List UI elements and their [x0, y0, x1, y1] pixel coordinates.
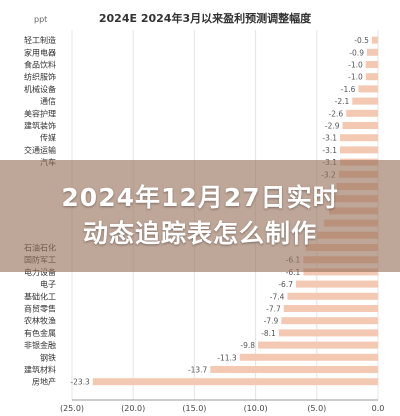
category-label: 轻工制造 [24, 35, 56, 45]
x-tick-label: (15.0) [182, 404, 206, 413]
category-label: 有色金属 [24, 328, 56, 338]
data-label: -7.9 [264, 317, 279, 326]
data-label: -2.1 [335, 97, 350, 106]
category-label: 电子 [40, 279, 56, 289]
data-label: -3.1 [322, 134, 337, 143]
bar [340, 134, 378, 142]
category-label: 交通运输 [24, 145, 56, 155]
overlay-line-2: 动态追踪表怎么制作 [82, 219, 317, 248]
bar [239, 353, 378, 361]
data-label: -11.3 [217, 353, 237, 362]
bar [287, 292, 378, 300]
data-label: -2.9 [325, 122, 340, 131]
bar [352, 97, 378, 105]
data-label: -6.1 [286, 268, 301, 277]
category-label: 传媒 [40, 133, 56, 143]
bar [365, 73, 378, 81]
overlay-line-1: 2024年12月27日实时 [61, 183, 339, 212]
category-label: 钢铁 [40, 352, 56, 362]
bar [371, 36, 378, 44]
data-label: -2.6 [329, 109, 344, 118]
y-unit-label: ppt [34, 15, 47, 24]
category-label: 房地产 [32, 377, 56, 387]
bar [358, 85, 378, 93]
data-label: -0.9 [349, 48, 364, 57]
bar [365, 61, 378, 68]
data-label: -3.1 [322, 146, 337, 155]
data-label: -7.7 [266, 305, 281, 314]
data-label: -8.1 [261, 329, 276, 338]
category-label: 非银金融 [24, 340, 56, 350]
category-label: 纺织服饰 [24, 72, 56, 82]
category-label: 家用电器 [24, 47, 56, 57]
x-tick-label: (25.0) [60, 404, 84, 413]
bar [281, 317, 378, 325]
data-label: -9.8 [240, 341, 255, 350]
category-label: 建筑装饰 [24, 121, 56, 131]
bar [92, 378, 379, 386]
data-label: -1.0 [348, 61, 363, 70]
bar [258, 341, 378, 349]
category-label: 机械设备 [24, 84, 56, 94]
data-label: -1.6 [341, 85, 356, 94]
category-label: 农林牧渔 [24, 316, 56, 326]
data-label: -0.5 [354, 36, 369, 45]
category-label: 食品饮料 [24, 60, 56, 70]
bar [342, 122, 378, 129]
data-label: -23.3 [70, 378, 90, 387]
category-label: 商贸零售 [24, 304, 56, 314]
bar [340, 146, 378, 154]
x-tick-label: (20.0) [121, 404, 145, 413]
bar [278, 329, 378, 337]
x-tick-label: (5.0) [307, 404, 326, 413]
x-tick-label: 0.0 [372, 404, 385, 413]
bar [210, 366, 378, 373]
category-label: 美容护理 [24, 108, 56, 118]
category-label: 通信 [40, 96, 56, 106]
bar [295, 280, 378, 288]
bar [346, 109, 378, 117]
category-label: 基础化工 [24, 291, 56, 301]
bar [283, 305, 378, 312]
data-label: -13.7 [188, 366, 208, 375]
overlay-banner: 2024年12月27日实时 动态追踪表怎么制作 [0, 160, 400, 272]
data-label: -1.0 [348, 73, 363, 82]
category-label: 建筑材料 [24, 365, 56, 375]
data-label: -7.4 [270, 292, 285, 301]
chart-title: 2024E 2024年3月以来盈利预测调整幅度 [99, 11, 312, 25]
x-tick-label: (10.0) [244, 404, 268, 413]
bar [366, 48, 378, 56]
data-label: -6.7 [278, 280, 293, 289]
